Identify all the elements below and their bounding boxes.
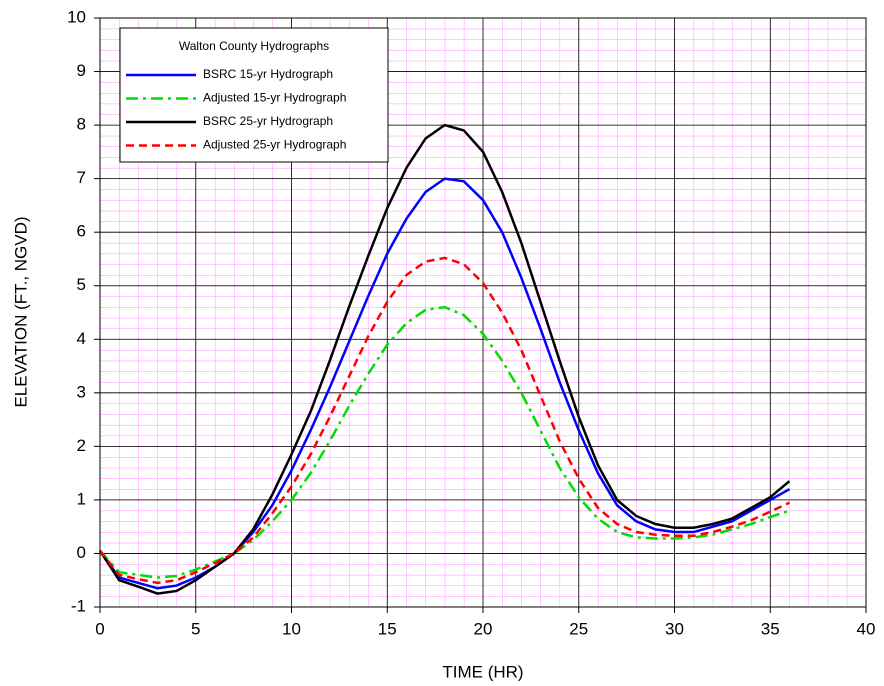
legend-label: Adjusted 15-yr Hydrograph bbox=[203, 91, 346, 105]
legend: Walton County Hydrographs BSRC 15-yr Hyd… bbox=[119, 27, 389, 163]
x-tick-label: 35 bbox=[761, 619, 780, 638]
y-tick-label: 4 bbox=[77, 329, 86, 348]
y-tick-label: 7 bbox=[77, 168, 86, 187]
y-tick-label: -1 bbox=[71, 596, 86, 615]
x-tick-label: 20 bbox=[474, 619, 493, 638]
series-line bbox=[99, 256, 790, 585]
x-tick-label: 25 bbox=[569, 619, 588, 638]
y-tick-label: 8 bbox=[77, 115, 86, 134]
series-line bbox=[99, 305, 790, 579]
x-tick-label: 30 bbox=[665, 619, 684, 638]
legend-label: BSRC 25-yr Hydrograph bbox=[203, 114, 333, 128]
x-tick-label: 15 bbox=[378, 619, 397, 638]
legend-box bbox=[119, 27, 389, 163]
x-tick-label: 40 bbox=[857, 619, 876, 638]
x-tick-label: 10 bbox=[282, 619, 301, 638]
y-tick-label: 6 bbox=[77, 222, 86, 241]
y-tick-label: 10 bbox=[67, 7, 86, 26]
legend-label: Adjusted 25-yr Hydrograph bbox=[203, 138, 346, 152]
y-tick-label: 0 bbox=[77, 543, 86, 562]
y-tick-label: 9 bbox=[77, 61, 86, 80]
legend-label: BSRC 15-yr Hydrograph bbox=[203, 67, 333, 81]
y-tick-label: 2 bbox=[77, 436, 86, 455]
x-tick-label: 5 bbox=[191, 619, 200, 638]
x-axis-label: TIME (HR) bbox=[442, 662, 523, 681]
y-tick-label: 5 bbox=[77, 275, 86, 294]
series-line bbox=[98, 123, 791, 595]
legend-title: Walton County Hydrographs bbox=[179, 39, 329, 53]
y-tick-label: 1 bbox=[77, 489, 86, 508]
y-axis-label: ELEVATION (FT., NGVD) bbox=[11, 216, 30, 407]
y-tick-label: 3 bbox=[77, 382, 86, 401]
x-tick-label: 0 bbox=[95, 619, 104, 638]
